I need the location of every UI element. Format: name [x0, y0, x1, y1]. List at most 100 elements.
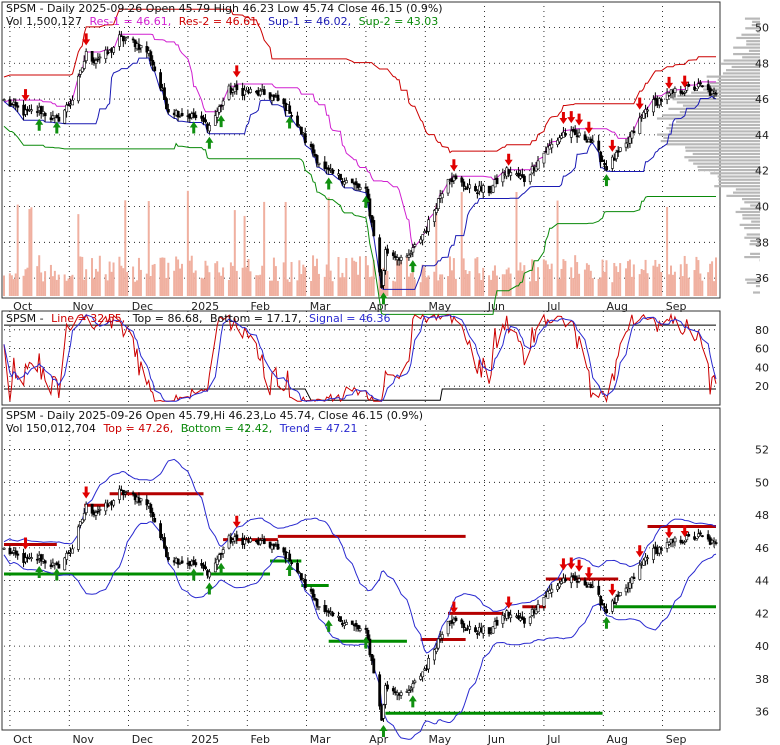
y-tick-label: 44: [755, 575, 769, 588]
volume-bar: [709, 263, 712, 296]
profile-bar: [748, 49, 760, 52]
profile-bar: [685, 146, 760, 149]
profile-bar: [733, 191, 760, 194]
volume-bar: [261, 265, 264, 296]
price-candle: [282, 98, 286, 105]
price-candle: [391, 252, 395, 256]
price-candle: [200, 562, 204, 566]
price-candle: [706, 534, 710, 540]
price-candle: [386, 684, 389, 690]
month-label: May: [428, 733, 451, 745]
volume-bar: [578, 273, 581, 296]
price-candle: [300, 126, 303, 135]
volume-bar: [466, 273, 469, 296]
price-candle: [659, 98, 663, 102]
month-label: Mar: [310, 733, 331, 745]
volume-bar: [666, 206, 669, 296]
profile-bar: [744, 201, 760, 204]
panel3-signal-arrows: [21, 486, 689, 737]
price-candle: [659, 547, 663, 550]
volume-bar: [697, 260, 700, 296]
volume-bar: [585, 263, 588, 296]
volume-bar: [16, 204, 19, 296]
volume-bar: [695, 256, 698, 296]
price-candle: [665, 542, 669, 549]
volume-bar: [216, 261, 219, 296]
y-tick-label: 46: [755, 542, 769, 555]
price-candle: [693, 536, 696, 540]
volume-bar: [108, 261, 111, 296]
price-candle: [421, 671, 425, 678]
price-candle: [419, 238, 423, 244]
price-candle: [575, 135, 579, 138]
price-candle: [714, 542, 718, 544]
price-candle: [39, 554, 43, 562]
price-candle: [407, 254, 411, 258]
price-candle: [235, 84, 239, 91]
volume-bar: [589, 270, 592, 296]
price-candle: [382, 704, 385, 719]
profile-bar: [742, 56, 760, 59]
volume-bar: [601, 259, 604, 296]
volume-bar: [274, 266, 277, 296]
volume-bar: [42, 281, 45, 296]
volume-bar: [394, 281, 397, 296]
price-candle: [657, 98, 661, 106]
price-candle: [386, 248, 389, 254]
price-candle: [687, 84, 691, 87]
price-candle: [323, 161, 327, 170]
price-candle: [2, 547, 6, 550]
buy-arrow: [35, 118, 44, 131]
profile-bar: [677, 94, 760, 98]
panel3-x-axis: Oct Nov Dec 2025 Feb Mar Apr May Jun Jul Aug Sep: [13, 733, 686, 745]
price-candle: [204, 119, 207, 123]
volume-bar: [276, 280, 279, 296]
price-candle: [462, 181, 466, 187]
price-candle: [354, 623, 358, 627]
price-candle: [317, 606, 321, 608]
price-candle: [323, 604, 327, 612]
volume-bar: [642, 270, 645, 296]
top-label: Top = 86.68,: [132, 312, 203, 325]
volume-bar: [599, 277, 602, 296]
price-candle: [546, 146, 550, 155]
price-candle: [446, 620, 450, 635]
volume-bar: [118, 256, 121, 296]
volume-bar: [529, 281, 532, 296]
price-candle: [139, 45, 143, 49]
price-candle: [145, 46, 149, 53]
profile-bar: [733, 52, 760, 56]
panel2-grid: [4, 311, 716, 405]
month-label: Jun: [487, 733, 505, 745]
volume-bar: [474, 258, 477, 296]
profile-bar: [679, 110, 760, 114]
volume-bar: [425, 277, 428, 296]
volume-bar: [619, 263, 622, 296]
price-candle: [131, 492, 135, 495]
profile-bar: [736, 36, 760, 40]
sup2-line: [3, 125, 716, 315]
volume-bar: [96, 271, 99, 296]
volume-bar: [493, 265, 496, 296]
price-candle: [243, 89, 247, 96]
sell-arrow: [575, 113, 584, 126]
price-candle: [603, 606, 607, 609]
price-candle: [464, 188, 468, 190]
price-candle: [612, 601, 616, 605]
price-candle: [311, 589, 315, 598]
price-candle: [235, 534, 239, 540]
profile-bar: [723, 59, 760, 62]
price-candle: [393, 255, 397, 258]
svg-text:Vol 150,012,704 Top = 47.2: Vol 150,012,704 Top = 47.26, Bottom = 42…: [6, 422, 358, 435]
volume-bar: [531, 259, 534, 296]
volume-bar: [222, 267, 225, 296]
panel3-top-label: Top = 47.26,: [102, 422, 173, 435]
profile-bar: [669, 130, 760, 133]
volume-bar: [658, 263, 661, 296]
volume-bar: [81, 256, 84, 296]
volume-bar: [654, 259, 657, 296]
price-candle: [331, 169, 335, 174]
volume-bar: [454, 278, 457, 296]
volume-bar: [233, 210, 236, 296]
panel3-y-axis: 52 50 48 46 44 42 40 38 36: [755, 444, 769, 719]
